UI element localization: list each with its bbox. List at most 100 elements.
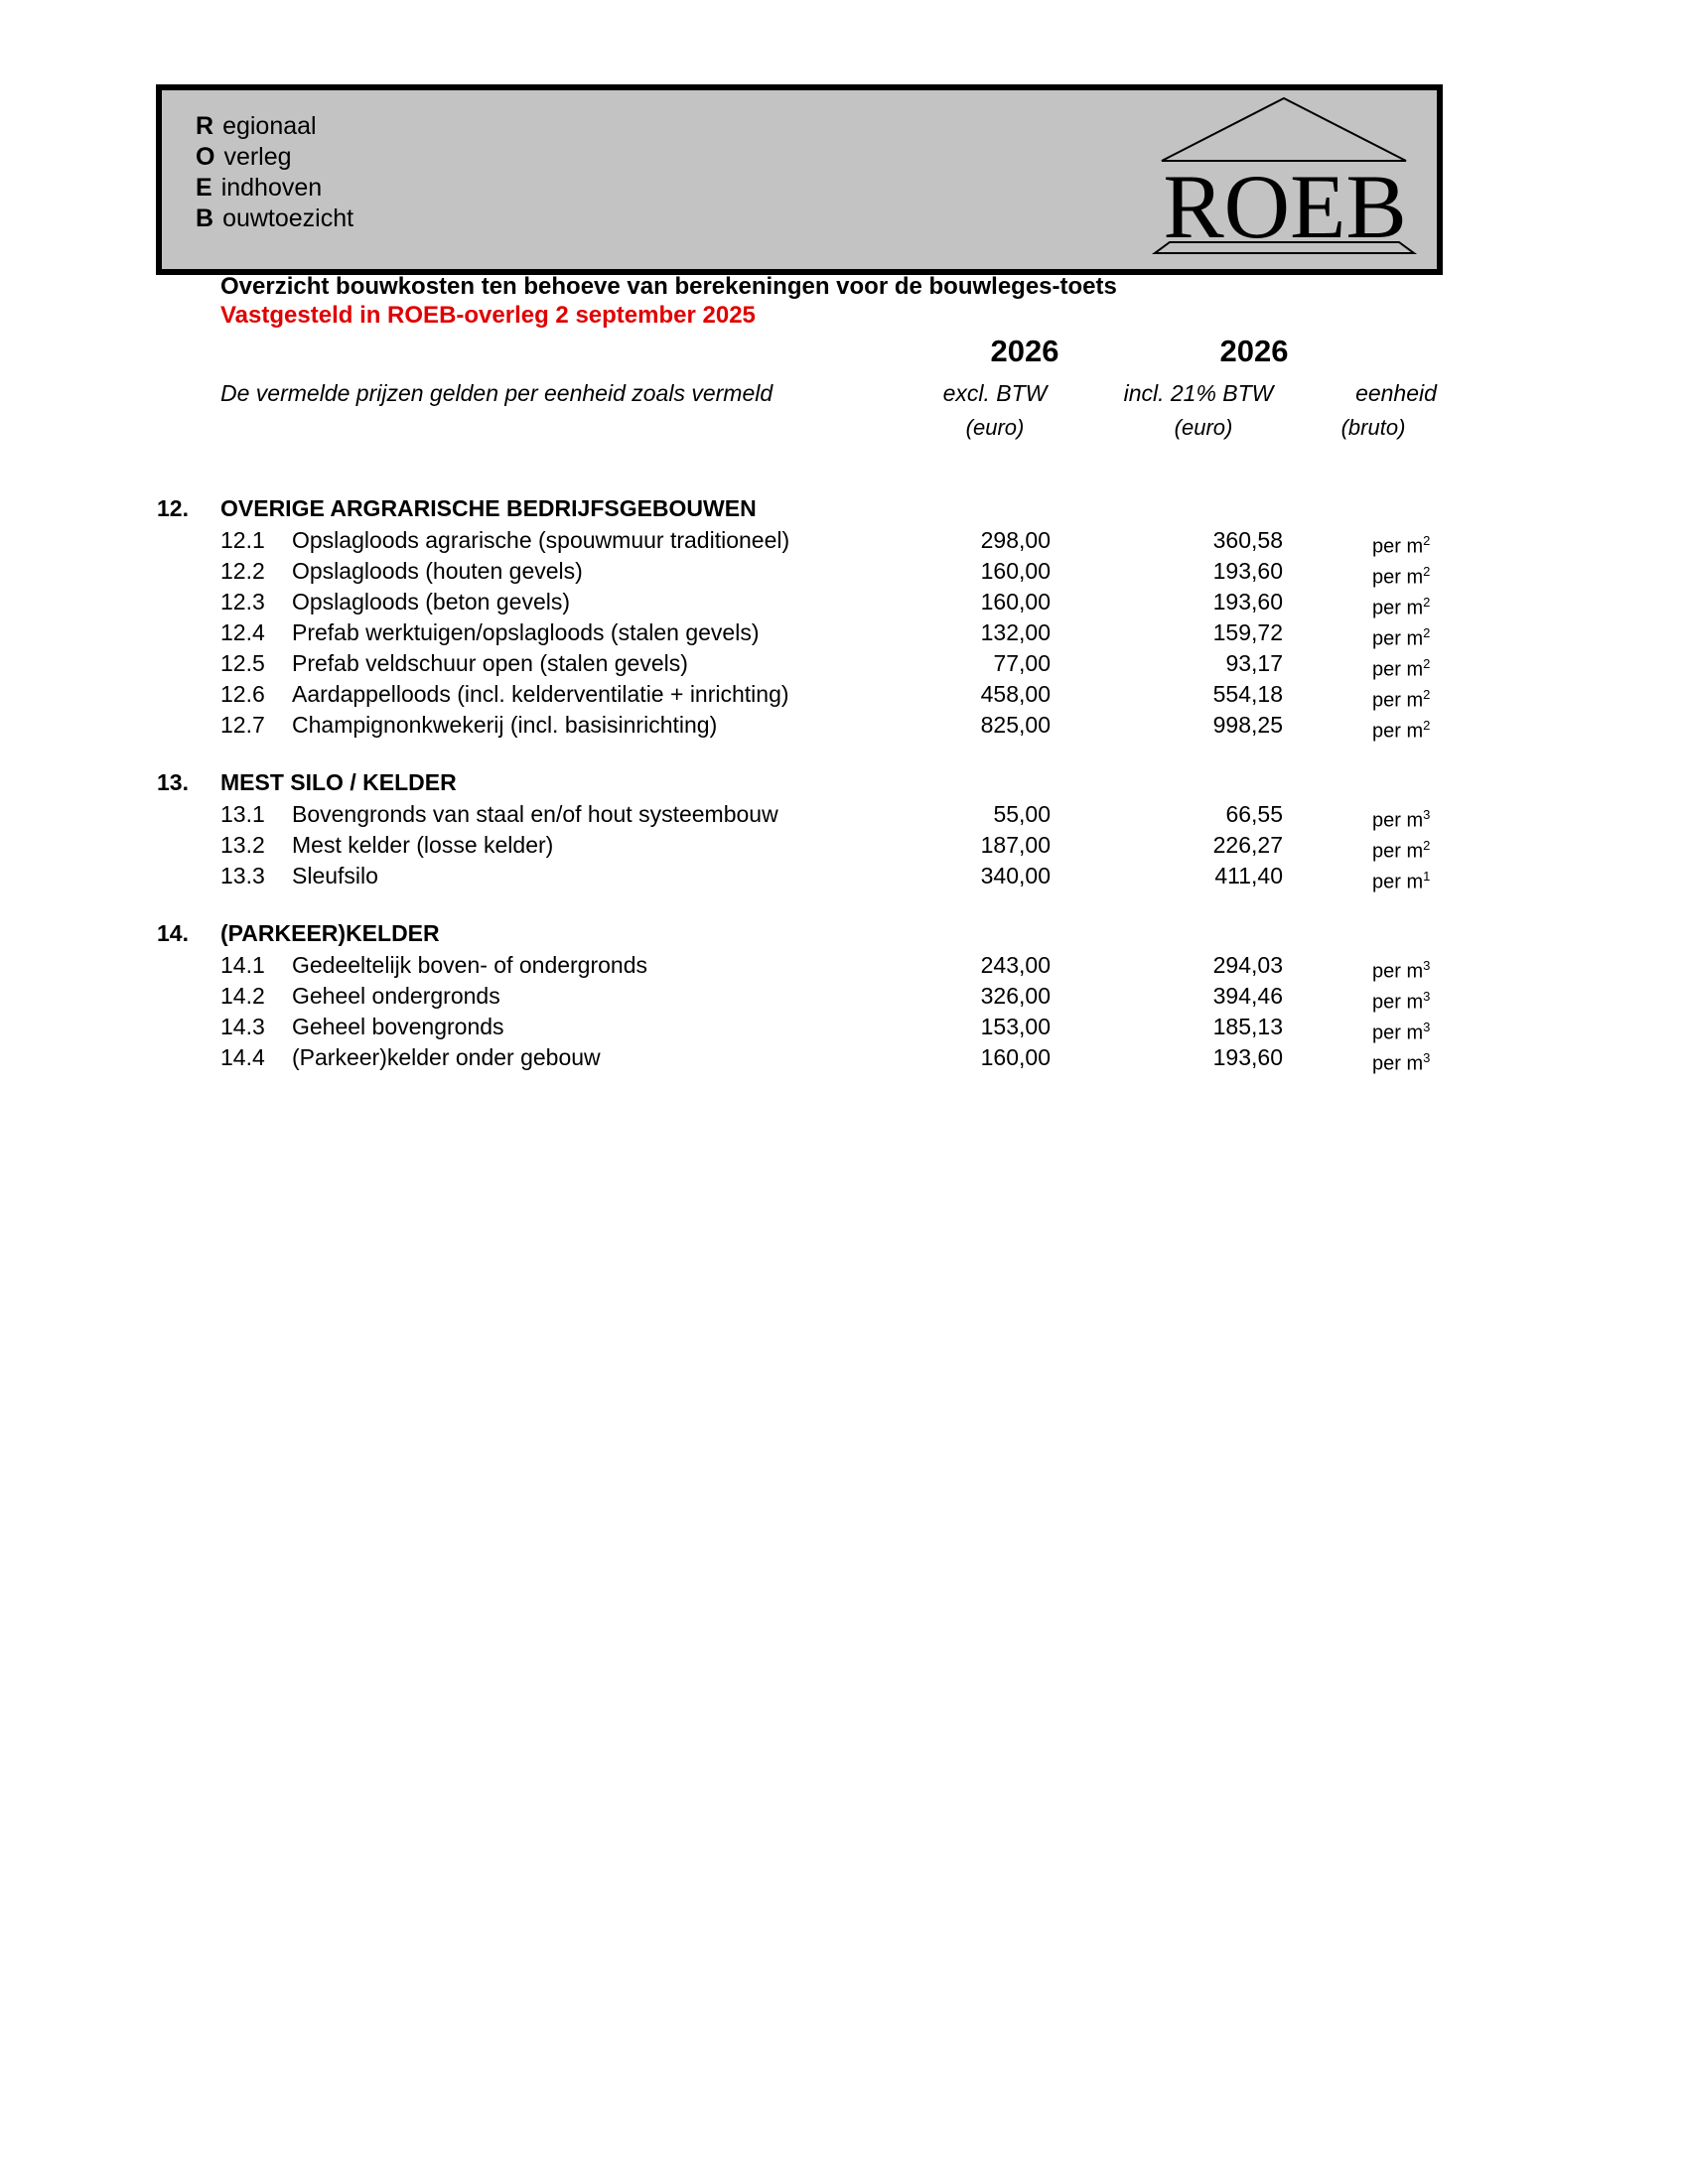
column-year-incl: 2026 <box>1219 334 1289 368</box>
column-incl-btw-label: incl. 21% BTW <box>1123 380 1274 406</box>
unit-cell: per m3 <box>1372 1012 1430 1049</box>
row-description: Mest kelder (losse kelder) <box>292 832 554 858</box>
unit-base: per m <box>1372 627 1424 650</box>
unit-exponent: 3 <box>1423 989 1431 1004</box>
row-description: Sleufsilo <box>292 863 378 888</box>
section-title: OVERIGE ARGRARISCHE BEDRIJFSGEBOUWEN <box>220 495 757 521</box>
row-number: 12.6 <box>220 681 265 707</box>
table-row: 13.2 Mest kelder (losse kelder) 187,00 2… <box>0 830 1688 863</box>
cost-table: 12. OVERIGE ARGRARISCHE BEDRIJFSGEBOUWEN… <box>0 492 1688 1075</box>
row-number: 12.3 <box>220 589 265 614</box>
unit-exponent: 1 <box>1423 869 1431 884</box>
price-excl-btw: 825,00 <box>980 712 1051 738</box>
unit-cell: per m2 <box>1372 587 1430 624</box>
unit-base: per m <box>1372 1022 1424 1044</box>
price-excl-btw: 160,00 <box>980 1044 1051 1070</box>
price-incl-btw: 193,60 <box>1212 1044 1283 1070</box>
column-incl-euro-label: (euro) <box>1174 415 1233 440</box>
section-header-13: 13. MEST SILO / KELDER <box>0 766 1688 799</box>
row-number: 14.4 <box>220 1044 265 1070</box>
row-number: 12.1 <box>220 527 265 553</box>
section-gap <box>0 741 1688 766</box>
row-number: 13.3 <box>220 863 265 888</box>
price-incl-btw: 193,60 <box>1212 589 1283 614</box>
row-number: 14.3 <box>220 1014 265 1039</box>
unit-cell: per m3 <box>1372 799 1430 837</box>
price-excl-btw: 298,00 <box>980 527 1051 553</box>
unit-base: per m <box>1372 720 1424 743</box>
acronym-initial: O <box>196 143 215 171</box>
unit-base: per m <box>1372 566 1424 589</box>
row-number: 14.2 <box>220 983 265 1009</box>
unit-cell: per m2 <box>1372 648 1430 686</box>
price-incl-btw: 394,46 <box>1212 983 1283 1009</box>
unit-exponent: 2 <box>1423 838 1431 853</box>
acronym-initial: R <box>196 112 214 140</box>
unit-exponent: 2 <box>1423 625 1431 640</box>
unit-base: per m <box>1372 871 1424 893</box>
column-eenheid-label: eenheid <box>1355 380 1437 406</box>
row-description: Opslagloods (houten gevels) <box>292 558 583 584</box>
column-excl-euro-label: (euro) <box>965 415 1025 440</box>
unit-cell: per m2 <box>1372 679 1430 717</box>
row-description: Opslagloods (beton gevels) <box>292 589 570 614</box>
price-excl-btw: 326,00 <box>980 983 1051 1009</box>
price-incl-btw: 185,13 <box>1212 1014 1283 1039</box>
section-number: 14. <box>157 920 189 946</box>
row-description: Opslagloods agrarische (spouwmuur tradit… <box>292 527 790 553</box>
unit-base: per m <box>1372 960 1424 983</box>
row-number: 13.2 <box>220 832 265 858</box>
unit-cell: per m2 <box>1372 525 1430 563</box>
price-incl-btw: 226,27 <box>1212 832 1283 858</box>
unit-base: per m <box>1372 1052 1424 1075</box>
row-number: 14.1 <box>220 952 265 978</box>
roof-icon <box>1161 96 1407 162</box>
roeb-temple-logo-icon: ROEB <box>1151 96 1418 257</box>
acronym-initial: E <box>196 174 212 202</box>
unit-base: per m <box>1372 658 1424 681</box>
acronym-rest: egionaal <box>222 112 317 140</box>
acronym-rest: ouwtoezicht <box>222 205 354 232</box>
price-incl-btw: 554,18 <box>1212 681 1283 707</box>
table-row: 14.2 Geheel ondergronds 326,00 394,46 pe… <box>0 981 1688 1014</box>
price-excl-btw: 340,00 <box>980 863 1051 888</box>
unit-exponent: 2 <box>1423 687 1431 702</box>
unit-cell: per m2 <box>1372 617 1430 655</box>
price-excl-btw: 458,00 <box>980 681 1051 707</box>
row-description: Prefab werktuigen/opslagloods (stalen ge… <box>292 619 760 645</box>
acronym-rest: verleg <box>223 143 292 171</box>
unit-cell: per m3 <box>1372 1042 1430 1080</box>
roeb-logo-text: ROEB <box>1163 156 1406 257</box>
price-excl-btw: 187,00 <box>980 832 1051 858</box>
unit-base: per m <box>1372 809 1424 832</box>
unit-exponent: 3 <box>1423 1020 1431 1034</box>
section-gap <box>0 891 1688 917</box>
table-row: 12.5 Prefab veldschuur open (stalen geve… <box>0 648 1688 681</box>
pedestal-icon <box>1151 241 1418 254</box>
price-incl-btw: 93,17 <box>1225 650 1283 676</box>
unit-base: per m <box>1372 689 1424 712</box>
unit-cell: per m3 <box>1372 981 1430 1019</box>
column-bruto-label: (bruto) <box>1340 415 1406 440</box>
table-row: 12.2 Opslagloods (houten gevels) 160,00 … <box>0 556 1688 589</box>
price-excl-btw: 55,00 <box>993 801 1051 827</box>
table-row: 14.4 (Parkeer)kelder onder gebouw 160,00… <box>0 1042 1688 1075</box>
section-number: 13. <box>157 769 189 795</box>
row-number: 13.1 <box>220 801 265 827</box>
section-title: (PARKEER)KELDER <box>220 920 440 946</box>
row-number: 12.4 <box>220 619 265 645</box>
price-excl-btw: 77,00 <box>993 650 1051 676</box>
acronym-initial: B <box>196 205 214 232</box>
table-row: 13.3 Sleufsilo 340,00 411,40 per m1 <box>0 861 1688 893</box>
price-incl-btw: 66,55 <box>1225 801 1283 827</box>
row-description: (Parkeer)kelder onder gebouw <box>292 1044 601 1070</box>
unit-exponent: 2 <box>1423 656 1431 671</box>
price-incl-btw: 159,72 <box>1212 619 1283 645</box>
acronym-rest: indhoven <box>220 174 323 202</box>
price-note: De vermelde prijzen gelden per eenheid z… <box>220 380 774 406</box>
unit-base: per m <box>1372 991 1424 1014</box>
